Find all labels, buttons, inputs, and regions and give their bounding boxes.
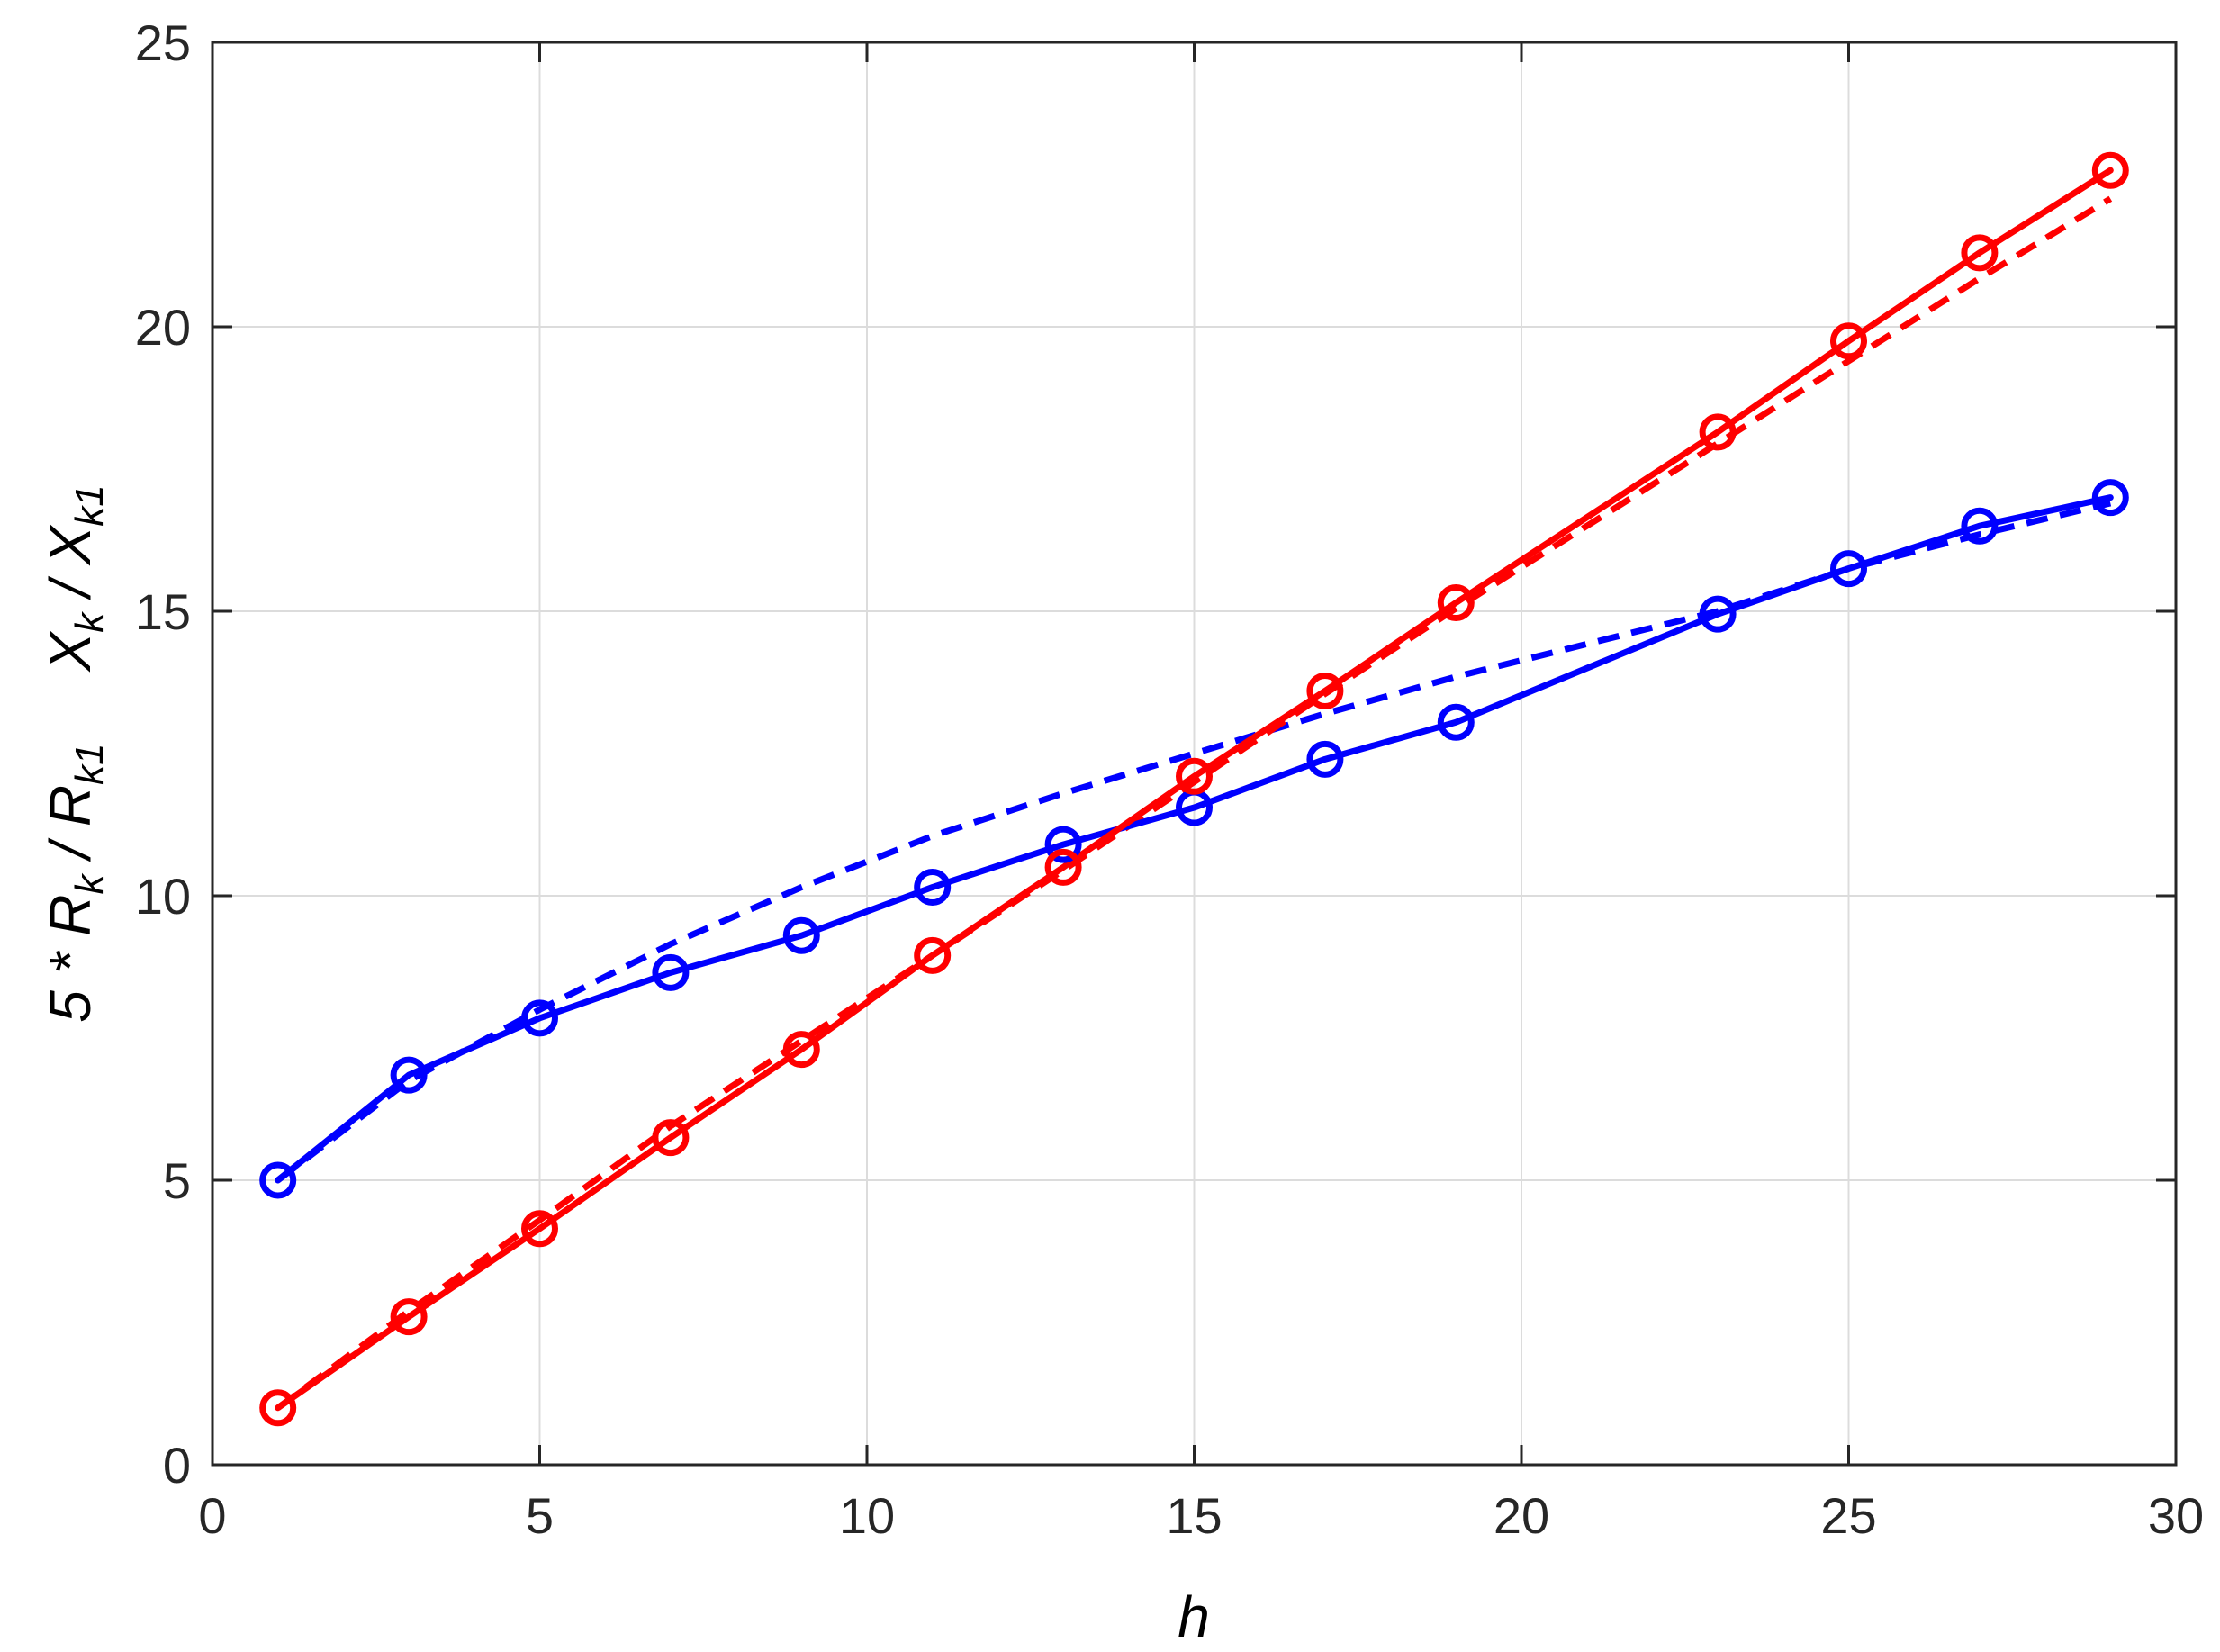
series-layer — [259, 151, 2129, 1427]
y-axis-label-x1: X — [38, 524, 103, 566]
data-point — [521, 1210, 558, 1248]
x-tick-label: 10 — [839, 1487, 895, 1544]
data-point — [1961, 234, 1999, 272]
data-point — [1830, 550, 1867, 588]
y-tick-labels: 0 5 10 15 20 25 — [135, 14, 191, 1494]
series-line-0 — [275, 494, 2114, 1184]
data-point — [914, 936, 952, 974]
data-point — [1044, 826, 1082, 863]
y-axis-label-x: X — [38, 630, 103, 673]
x-tick-label: 25 — [1820, 1487, 1876, 1544]
x-tick-labels: 0 5 10 15 20 25 30 — [198, 1487, 2204, 1544]
y-axis-label-r1-sub: k1 — [68, 743, 112, 784]
data-point — [1044, 848, 1082, 886]
x-tick-label: 0 — [198, 1487, 226, 1544]
data-point — [1306, 740, 1344, 778]
data-point — [782, 916, 820, 954]
y-axis-label-prefix: 5 * — [38, 936, 103, 1023]
data-point — [1437, 584, 1475, 622]
y-axis-label-x-sub: k — [68, 611, 112, 633]
data-point — [1830, 322, 1867, 360]
data-point — [390, 1298, 428, 1336]
y-axis-label-r-sub: k — [68, 872, 112, 894]
y-tick-label: 25 — [135, 14, 191, 71]
x-tick-label: 20 — [1494, 1487, 1549, 1544]
y-tick-label: 5 — [163, 1152, 191, 1209]
data-point — [259, 1161, 297, 1199]
data-point — [1437, 703, 1475, 741]
y-axis-label-x1-sub: k1 — [68, 484, 112, 526]
data-point — [782, 1031, 820, 1069]
data-point — [2091, 479, 2129, 517]
tick-marks — [211, 41, 2178, 1467]
data-point — [1699, 595, 1737, 633]
data-point — [2091, 151, 2129, 189]
data-point — [1176, 757, 1213, 795]
y-tick-label: 0 — [163, 1437, 191, 1494]
data-point — [652, 1119, 690, 1157]
y-axis-label-sep2: / — [38, 564, 103, 612]
data-point — [1699, 413, 1737, 451]
data-point — [652, 953, 690, 991]
y-axis-label: 5 * Rk / Rk1Xk / Xk1 — [38, 484, 112, 1023]
series-line-2 — [275, 167, 2114, 1412]
data-point — [390, 1056, 428, 1094]
y-axis-label-r1: R — [38, 785, 103, 826]
data-point — [1306, 672, 1344, 709]
y-tick-label: 20 — [135, 299, 191, 356]
data-point — [1961, 507, 1999, 545]
data-point — [259, 1389, 297, 1427]
x-tick-label: 15 — [1166, 1487, 1222, 1544]
y-axis-label-sep1: / — [38, 826, 103, 874]
y-axis-label-r: R — [38, 894, 103, 935]
y-tick-label: 10 — [135, 868, 191, 925]
x-axis-label: h — [1178, 1584, 1210, 1649]
x-tick-label: 5 — [526, 1487, 554, 1544]
x-tick-label: 30 — [2148, 1487, 2204, 1544]
data-point — [521, 999, 558, 1037]
data-point — [914, 869, 952, 907]
y-tick-label: 15 — [135, 583, 191, 640]
